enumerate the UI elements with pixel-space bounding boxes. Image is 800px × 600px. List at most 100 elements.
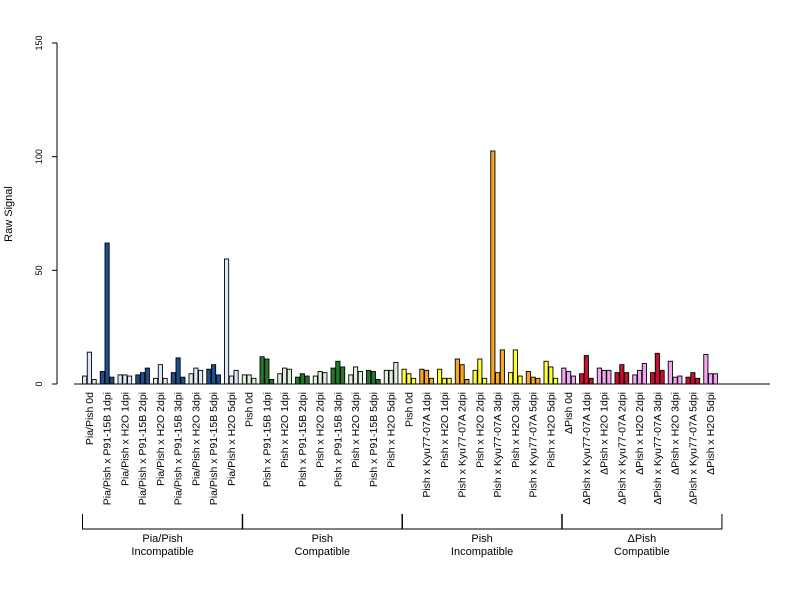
group-bracket: [82, 514, 244, 530]
x-tick-label: Pish x H2O 3dpi: [510, 392, 522, 468]
bar: [122, 374, 128, 385]
bar: [641, 363, 647, 385]
group-sublabel: Compatible: [614, 546, 670, 558]
bar: [535, 377, 541, 385]
bar: [104, 242, 110, 385]
bar: [543, 360, 549, 385]
x-tick-label: Pia/Pish x H2O 5dpi: [226, 392, 238, 486]
bar: [508, 372, 514, 385]
bar: [91, 379, 97, 385]
bar: [162, 377, 168, 385]
bar: [495, 372, 501, 385]
bar: [366, 369, 372, 385]
x-tick-label: Pish x Kyu77-07A 3dpi: [492, 392, 504, 498]
bar: [561, 367, 567, 385]
bar: [588, 377, 594, 385]
bar: [477, 358, 483, 385]
bar: [619, 364, 625, 385]
bar: [259, 356, 265, 385]
x-tick-label: Pish x Kyu77-07A 5dpi: [528, 392, 540, 498]
bar: [299, 373, 305, 385]
bar: [82, 375, 88, 385]
bar: [530, 376, 536, 385]
bar: [99, 371, 105, 385]
bar: [490, 150, 496, 385]
bar: [228, 375, 234, 385]
bar: [198, 369, 204, 385]
bar: [322, 372, 328, 385]
bar: [241, 374, 247, 385]
bar: [233, 369, 239, 385]
bar: [553, 377, 559, 385]
group-label: Pish: [471, 533, 492, 545]
group-bracket: [241, 514, 403, 530]
x-tick-label: Pish x H2O 1dpi: [279, 392, 291, 468]
x-tick-label: Pish 0d: [244, 392, 256, 427]
bar: [624, 372, 630, 385]
x-tick-label: Pia/Pish x H2O 2dpi: [155, 392, 167, 486]
bar: [269, 379, 275, 385]
bar: [224, 258, 230, 385]
x-labels-layer: Pia/Pish 0d Pia/Pish x P91-15B 1dpi Pia/Pi…: [84, 392, 717, 505]
y-tick-label: 100: [34, 149, 44, 164]
bar: [472, 369, 478, 385]
x-tick-label: ΔPish 0d: [563, 392, 575, 434]
group-label: ΔPish: [627, 533, 656, 545]
x-tick-label: Pish x H2O 2dpi: [315, 392, 327, 468]
x-tick-label: Pish x P91-15B 5dpi: [368, 392, 380, 487]
y-tick-label: 150: [34, 35, 44, 50]
bar: [286, 368, 292, 385]
bar: [317, 371, 323, 385]
bar: [215, 374, 221, 385]
x-tick-label: Pish x P91-15B 1dpi: [261, 392, 273, 487]
x-tick-label: Pish x H2O 2dpi: [474, 392, 486, 468]
x-tick-label: ΔPish x H2O 1dpi: [599, 392, 611, 475]
bar: [144, 367, 150, 385]
bar: [388, 369, 394, 385]
x-tick-label: ΔPish x Kyu77-07A 5dpi: [687, 392, 699, 505]
x-tick-label: ΔPish x Kyu77-07A 2dpi: [616, 392, 628, 505]
x-tick-label: Pia/Pish x P91-15B 2dpi: [137, 392, 149, 505]
bar: [512, 349, 518, 385]
group-bracket: [401, 514, 563, 530]
bar: [482, 377, 488, 385]
bar: [193, 367, 199, 385]
bar: [654, 352, 660, 385]
bar: [357, 371, 363, 385]
x-tick-label: Pish x H2O 3dpi: [350, 392, 362, 468]
x-tick-label: Pish 0d: [403, 392, 415, 427]
bar: [637, 369, 643, 385]
bar: [419, 368, 425, 385]
bar: [206, 368, 212, 385]
axes-layer: 0 50 100 150: [34, 35, 770, 387]
bar: [340, 366, 346, 385]
y-axis-label: Raw Signal: [3, 186, 15, 242]
bar: [406, 373, 412, 385]
bar: [677, 375, 683, 385]
x-tick-label: ΔPish x H2O 5dpi: [705, 392, 717, 475]
bar: [708, 373, 714, 385]
bar: [428, 377, 434, 385]
bar: [109, 376, 115, 385]
bar: [335, 360, 341, 385]
group-sublabel: Incompatible: [131, 546, 193, 558]
x-tick-label: Pish x Kyu77-07A 1dpi: [421, 392, 433, 498]
group-sublabel: Compatible: [295, 546, 351, 558]
bar: [499, 349, 505, 385]
x-tick-label: ΔPish x H2O 3dpi: [670, 392, 682, 475]
bar: [153, 377, 159, 385]
bar: [375, 379, 381, 385]
bar: [695, 377, 701, 385]
bar: [437, 368, 443, 385]
bar: [690, 372, 696, 385]
bar: [175, 357, 181, 385]
x-tick-label: Pish x P91-15B 2dpi: [297, 392, 309, 487]
x-tick-label: Pish x H2O 1dpi: [439, 392, 451, 468]
bar: [330, 367, 336, 385]
bar: [401, 368, 407, 385]
bar: [295, 376, 301, 385]
bars-layer: [82, 150, 718, 385]
group-label: Pish: [312, 533, 333, 545]
bar: [304, 375, 310, 385]
